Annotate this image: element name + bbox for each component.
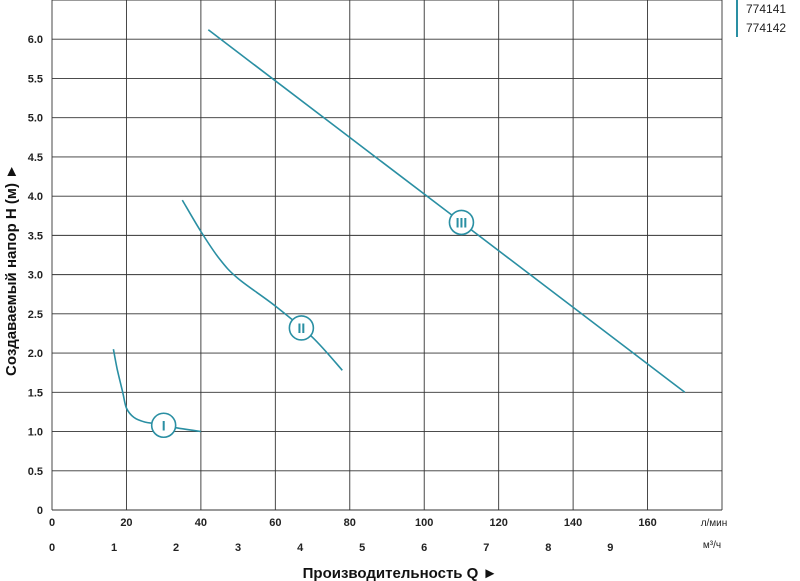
- x-tick-label: 160: [638, 517, 656, 529]
- x2-tick-label: 1: [111, 542, 117, 554]
- y-tick-label: 6.0: [28, 34, 43, 46]
- x-tick-label: 100: [415, 517, 433, 529]
- y-tick-label: 1.0: [28, 427, 43, 439]
- y-tick-label: 2.5: [28, 309, 43, 321]
- y-tick-label: 3.5: [28, 230, 43, 242]
- y-tick-label: 0.5: [28, 466, 43, 478]
- curve-label-circle-i: [150, 412, 177, 439]
- x2-tick-label: 3: [235, 542, 241, 554]
- x-tick-labels: 0 20 40 60 80 100 120 140 160: [49, 517, 657, 529]
- y-tick-label: 5.0: [28, 113, 43, 125]
- x-axis-title: Производительность Q ►: [303, 565, 498, 581]
- model-number-1: 774141: [746, 2, 786, 16]
- y-tick-label: 1.5: [28, 387, 43, 399]
- curve-label-iii: III: [456, 214, 468, 230]
- x2-tick-labels: 0 1 2 3 4 5 6 7 8 9: [49, 542, 613, 554]
- x2-tick-label: 4: [297, 542, 304, 554]
- x-unit-secondary: м³/ч: [703, 540, 721, 551]
- y-tick-label: 0: [37, 505, 43, 517]
- y-tick-label: 3.0: [28, 270, 43, 282]
- x-tick-label: 40: [195, 517, 207, 529]
- x-unit-primary: л/мин: [701, 518, 728, 529]
- curve-iii: [207, 29, 686, 393]
- x2-tick-label: 6: [421, 542, 427, 554]
- y-tick-label: 2.0: [28, 348, 43, 360]
- curve-label-circle-iii: [448, 209, 475, 236]
- y-tick-labels: 0 0.5 1.0 1.5 2.0 2.5 3.0 3.5 4.0 4.5 5.0 5.5 6.0: [28, 34, 43, 517]
- y-tick-label: 4.5: [28, 152, 43, 164]
- curve-label-i: I: [162, 417, 166, 433]
- y-tick-label: 5.5: [28, 73, 43, 85]
- curve-label-circle-ii: [288, 315, 315, 341]
- curve-label-ii: II: [297, 320, 305, 336]
- x-tick-label: 120: [489, 517, 507, 529]
- x2-tick-label: 7: [483, 542, 489, 554]
- x-tick-label: 60: [269, 517, 281, 529]
- x2-tick-label: 5: [359, 542, 365, 554]
- x-tick-label: 20: [120, 517, 132, 529]
- y-axis-title: Создаваемый напор H (м) ►: [3, 164, 20, 376]
- x-tick-label: 140: [564, 517, 582, 529]
- x2-tick-label: 0: [49, 542, 55, 554]
- grid-lines: [51, 0, 723, 511]
- y-tick-label: 4.0: [28, 191, 43, 203]
- x2-tick-label: 8: [545, 542, 551, 554]
- x2-tick-label: 2: [173, 542, 179, 554]
- x2-tick-label: 9: [607, 542, 613, 554]
- x-tick-label: 0: [49, 517, 55, 529]
- model-number-2: 774142: [746, 21, 786, 35]
- x-tick-label: 80: [344, 517, 356, 529]
- curve-ii: [181, 199, 343, 371]
